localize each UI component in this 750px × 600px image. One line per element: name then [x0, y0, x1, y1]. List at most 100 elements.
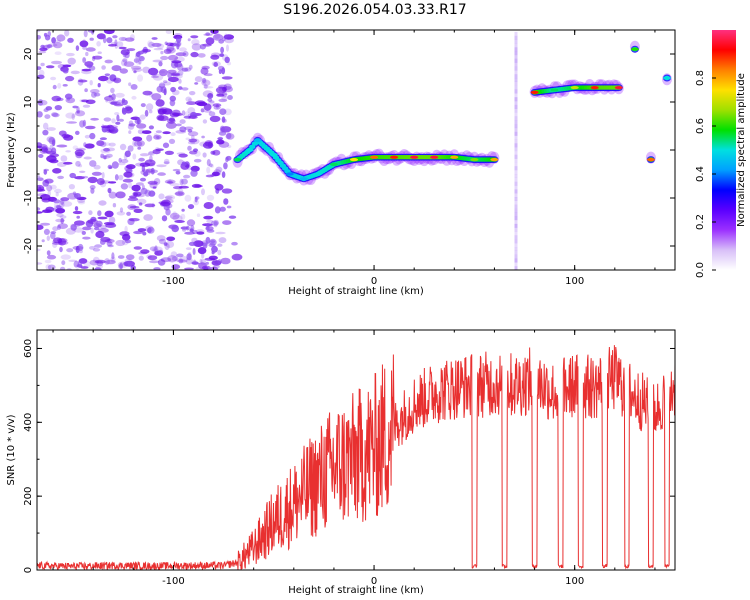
spectrogram-noise-cell: [125, 37, 135, 42]
spectrogram-noise-cell: [78, 164, 83, 168]
spectrogram-noise-cell: [129, 205, 140, 209]
spectrogram-noise-cell: [214, 32, 221, 39]
spectrogram-noise-cell: [44, 114, 51, 119]
spectrogram-noise-cell: [67, 37, 74, 43]
spectrogram-noise-cell: [79, 170, 86, 173]
spectrogram-noise-cell: [76, 110, 81, 114]
spectrogram-noise-cell: [84, 134, 90, 139]
spectrogram-noise-cell: [100, 125, 111, 129]
spectrogram-band-cell: [514, 162, 518, 167]
spectrogram-noise-cell: [185, 137, 190, 141]
spectrogram-noise-cell: [221, 188, 233, 194]
spectrogram-noise-cell: [212, 34, 224, 41]
spectrogram-noise-cell: [149, 260, 160, 264]
spectrogram-noise-cell: [86, 64, 93, 68]
spectrogram-noise-cell: [99, 137, 107, 141]
spectrogram-noise-cell: [111, 65, 122, 72]
spectrogram-noise-cell: [185, 247, 192, 251]
spectrogram-noise-cell: [136, 117, 140, 125]
spectrogram-noise-cell: [112, 35, 118, 39]
spectrogram-noise-cell: [136, 182, 144, 186]
spectrogram-noise-cell: [194, 196, 198, 203]
spectrogram-band-cell: [514, 174, 518, 178]
spectrogram-signal-peak: [269, 153, 278, 157]
colorbar-gradient: [712, 30, 736, 270]
spectrogram-noise-cell: [103, 147, 110, 152]
spectrogram-band-cell: [514, 116, 518, 121]
spectrogram-noise-cell: [206, 159, 211, 167]
spectrogram-y-label: Frequency (Hz): [6, 112, 17, 188]
spectrogram-noise-cell: [164, 242, 170, 251]
spectrogram-noise-cell: [156, 114, 165, 121]
spectrogram-noise-cell: [53, 199, 61, 204]
spectrogram-noise-cell: [175, 191, 185, 197]
spectrogram-noise-cell: [103, 117, 112, 122]
spectrogram-noise-cell: [136, 140, 145, 147]
y-tick-label: -20: [23, 238, 34, 254]
spectrogram-noise-cell: [105, 223, 117, 228]
spectrogram-noise-cell: [178, 78, 182, 84]
spectrogram-noise-cell: [175, 130, 187, 134]
spectrogram-noise-cell: [141, 49, 151, 53]
spectrogram-noise-cell: [130, 84, 138, 90]
spectrogram-noise-cell: [54, 51, 62, 55]
spectrogram-noise-cell: [37, 184, 45, 192]
spectrogram-noise-cell: [205, 261, 209, 265]
spectrogram-noise-cell: [179, 119, 186, 124]
spectrogram-band-cell: [514, 108, 518, 113]
spectrogram-band-cell: [514, 158, 518, 163]
spectrogram-noise-cell: [115, 239, 126, 247]
spectrogram-noise-cell: [212, 266, 217, 270]
spectrogram-band-cell: [514, 66, 518, 71]
spectrogram-noise-cell: [91, 171, 102, 176]
spectrogram-noise-cell: [188, 138, 198, 143]
snr-panel: -100 0 100 0 200 400 600 Height of straight l…: [6, 329, 676, 596]
spectrogram-noise-cell: [194, 196, 200, 200]
spectrogram-noise-cell: [130, 65, 142, 70]
spectrogram-band-cell: [514, 47, 518, 52]
spectrogram-noise-cell: [223, 198, 229, 205]
spectrogram-noise-cell: [156, 164, 167, 168]
spectrogram-noise-cell: [82, 104, 91, 108]
spectrogram-noise-cell: [101, 65, 106, 70]
spectrogram-noise-cell: [162, 142, 170, 149]
spectrogram-noise-cell: [205, 32, 211, 36]
spectrogram-noise-cell: [79, 120, 85, 128]
spectrogram-band-cell: [514, 181, 518, 186]
spectrogram-noise-cell: [39, 47, 48, 52]
spectrogram-noise-cell: [140, 177, 146, 182]
spectrogram-noise-cell: [220, 257, 231, 265]
spectrogram-noise-cell: [93, 164, 101, 170]
spectrogram-noise-cell: [223, 162, 228, 170]
spectrogram-noise-cell: [57, 223, 68, 230]
spectrogram-noise-cell: [47, 264, 56, 270]
spectrogram-noise-cell: [200, 259, 206, 265]
spectrogram-noise-cell: [138, 157, 145, 162]
spectrogram-noise-cell: [104, 239, 115, 243]
spectrogram-noise-cell: [187, 131, 199, 137]
spectrogram-noise-cell: [55, 39, 61, 43]
spectrogram-noise-cell: [191, 43, 202, 51]
spectrogram-noise-cell: [189, 91, 196, 96]
spectrogram-noise-cell: [103, 142, 111, 146]
spectrogram-noise-cell: [219, 53, 224, 57]
spectrogram-noise-cell: [214, 206, 221, 214]
spectrogram-noise-cell: [189, 150, 198, 155]
spectrogram-noise-cell: [221, 76, 233, 80]
spectrogram-noise-cell: [219, 125, 225, 133]
spectrogram-noise-cell: [205, 174, 214, 178]
spectrogram-noise-cell: [164, 179, 176, 184]
spectrogram-noise-cell: [55, 207, 66, 214]
spectrogram-noise-cell: [201, 265, 211, 270]
spectrogram-noise-cell: [218, 87, 228, 93]
spectrogram-noise-cell: [172, 89, 180, 96]
spectrogram-noise-cell: [66, 52, 75, 57]
snr-series-line: [37, 345, 675, 570]
spectrogram-noise-cell: [202, 141, 214, 149]
spectrogram-noise-cell: [43, 228, 50, 235]
spectrogram-noise-cell: [51, 147, 57, 154]
spectrogram-band-cell: [514, 258, 518, 263]
spectrogram-noise-cell: [47, 190, 52, 197]
spectrogram-noise-cell: [147, 180, 158, 185]
